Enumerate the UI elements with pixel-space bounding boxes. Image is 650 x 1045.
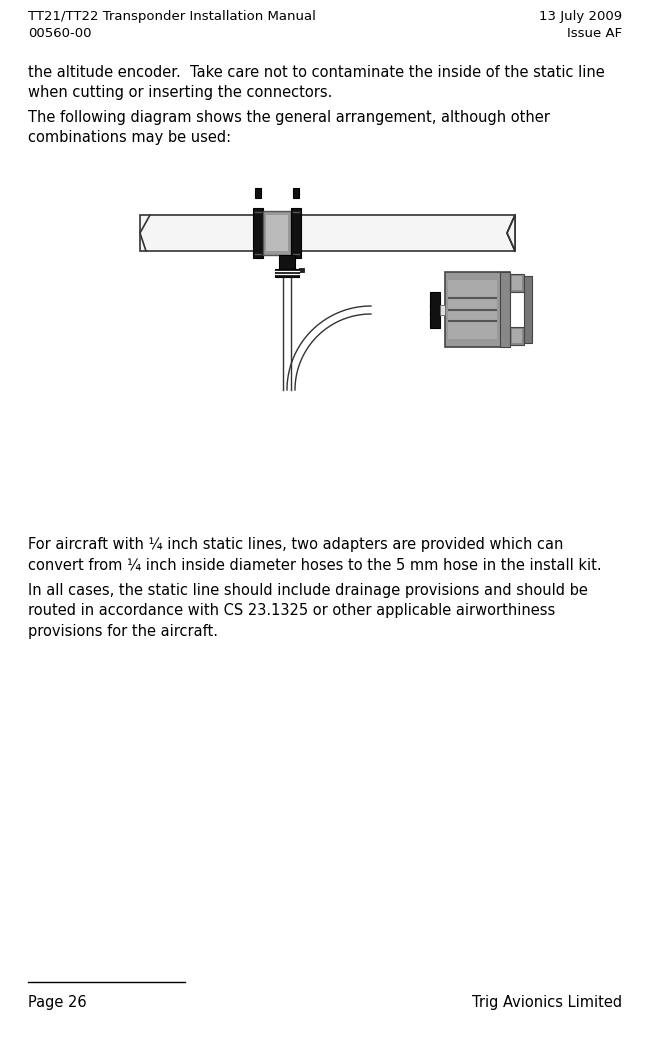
Bar	[266, 215, 288, 251]
Text: the altitude encoder.  Take care not to contaminate the inside of the static lin: the altitude encoder. Take care not to c…	[28, 65, 604, 100]
Text: The following diagram shows the general arrangement, although other
combinations: The following diagram shows the general …	[28, 110, 550, 145]
Bar	[293, 188, 299, 198]
Bar	[524, 276, 532, 343]
Polygon shape	[507, 215, 515, 251]
Bar	[510, 274, 524, 292]
Bar	[445, 272, 510, 347]
Text: 00560-00: 00560-00	[28, 27, 92, 40]
Bar	[291, 208, 301, 258]
Text: Issue AF: Issue AF	[567, 27, 622, 40]
Text: TT21/TT22 Transponder Installation Manual: TT21/TT22 Transponder Installation Manua…	[28, 10, 316, 23]
Text: Page 26: Page 26	[28, 995, 86, 1011]
Bar	[140, 215, 515, 251]
Text: In all cases, the static line should include drainage provisions and should be
r: In all cases, the static line should inc…	[28, 583, 588, 638]
Bar	[253, 208, 263, 258]
Bar	[255, 188, 261, 198]
Text: 13 July 2009: 13 July 2009	[539, 10, 622, 23]
Polygon shape	[287, 306, 371, 390]
Bar	[510, 327, 524, 345]
Bar	[500, 272, 510, 347]
Bar	[512, 276, 522, 291]
Text: For aircraft with ¼ inch static lines, two adapters are provided which can
conve: For aircraft with ¼ inch static lines, t…	[28, 537, 602, 573]
Bar	[299, 268, 304, 272]
Bar	[263, 211, 291, 255]
Bar	[512, 329, 522, 343]
Bar	[275, 269, 299, 277]
Bar	[279, 255, 295, 269]
Bar	[440, 305, 445, 315]
Bar	[430, 292, 440, 328]
Text: Trig Avionics Limited: Trig Avionics Limited	[472, 995, 622, 1011]
Bar	[448, 280, 497, 339]
